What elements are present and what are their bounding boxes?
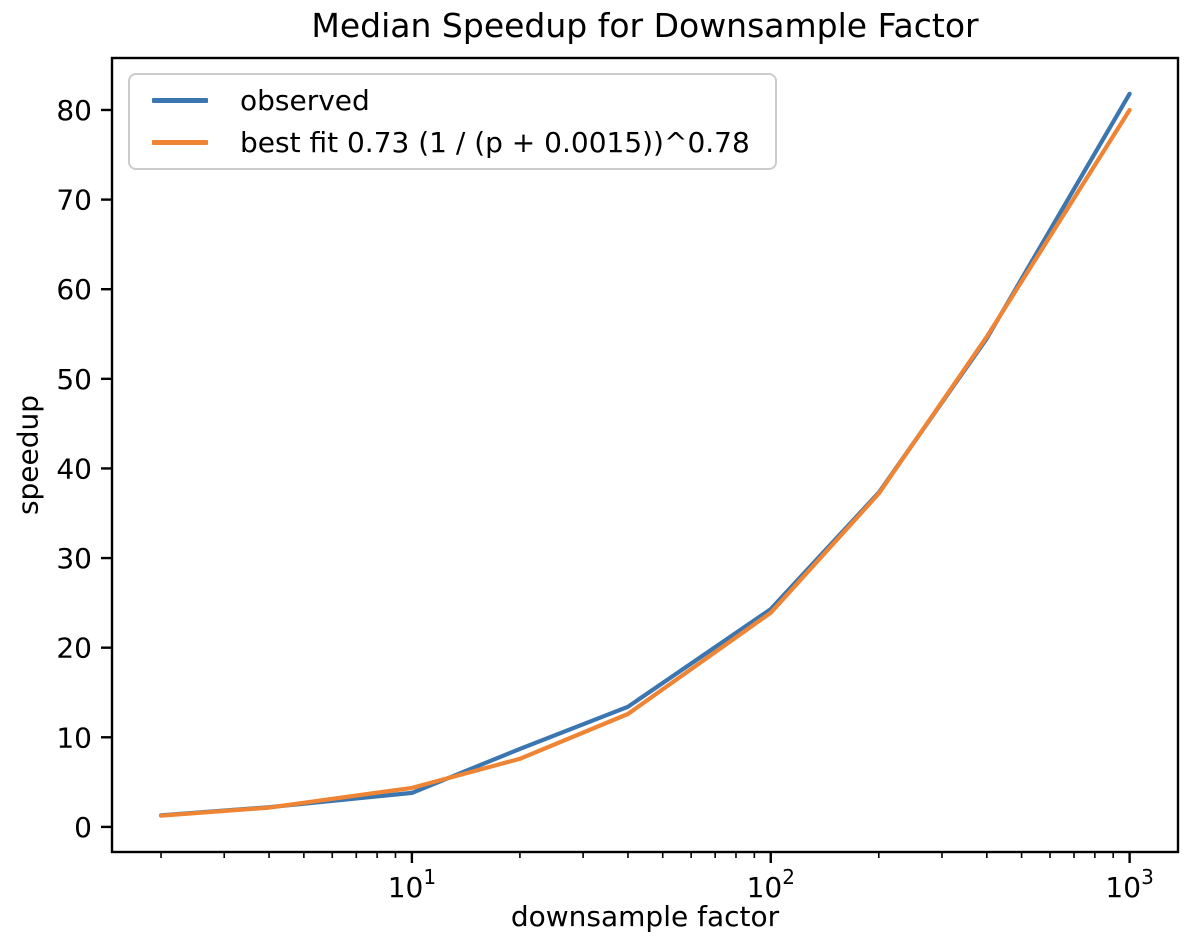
y-tick-label: 0: [74, 811, 92, 844]
legend-label-best-fit: best fit 0.73 (1 / (p + 0.0015))^0.78: [240, 126, 750, 160]
y-tick-label: 70: [56, 184, 92, 217]
legend-item-observed: observed: [142, 79, 763, 121]
x-tick-label: 103: [1105, 865, 1153, 904]
legend-item-best-fit: best fit 0.73 (1 / (p + 0.0015))^0.78: [142, 122, 763, 164]
y-axis-label: speedup: [11, 394, 45, 516]
series-line-observed: [158, 91, 1132, 818]
legend-label-observed: observed: [240, 83, 370, 117]
x-axis-ticks: 101 102 103: [388, 852, 1154, 904]
legend-line-swatch-best-fit: [152, 140, 208, 146]
legend: observed best fit 0.73 (1 / (p + 0.0015)…: [128, 73, 777, 170]
y-tick-label: 40: [56, 452, 92, 485]
y-tick-label: 50: [56, 363, 92, 396]
chart-title: Median Speedup for Downsample Factor: [311, 6, 979, 45]
x-axis-minor-ticks: [160, 852, 1114, 858]
legend-line-swatch-observed: [152, 97, 208, 103]
series-line-best-fit: [158, 107, 1132, 818]
x-axis-label: downsample factor: [510, 900, 780, 933]
y-tick-label: 80: [56, 94, 92, 127]
y-axis-ticks: 0 10 20 30 40 50 60 70 80: [56, 94, 112, 844]
x-tick-label: 101: [388, 865, 436, 904]
y-tick-label: 20: [56, 632, 92, 665]
x-tick-label: 102: [747, 865, 795, 904]
y-tick-label: 10: [56, 721, 92, 754]
plot-spines: [110, 56, 1180, 854]
y-tick-label: 30: [56, 542, 92, 575]
y-tick-label: 60: [56, 273, 92, 306]
